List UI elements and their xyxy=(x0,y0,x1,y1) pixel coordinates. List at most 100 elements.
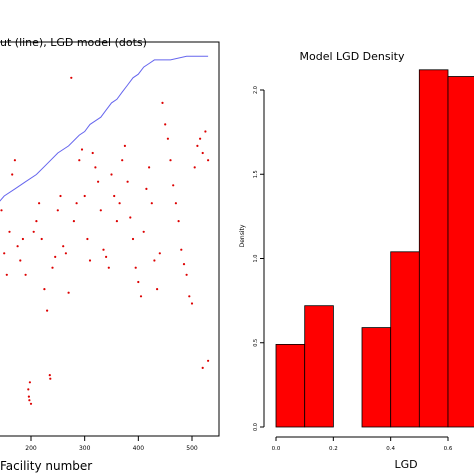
left-data-point xyxy=(180,248,183,251)
right-y-axis: 0.0 0.5 1.0 1.5 2.0 xyxy=(253,86,265,431)
left-data-point xyxy=(166,137,169,140)
left-data-point xyxy=(49,377,52,380)
left-x-tick-label: 300 xyxy=(79,445,91,452)
left-data-point xyxy=(94,166,97,169)
left-data-point xyxy=(145,187,148,190)
left-data-point xyxy=(182,263,186,266)
left-x-label: Facility number xyxy=(0,459,92,473)
left-data-point xyxy=(75,202,78,205)
right-y-tick-label: 1.5 xyxy=(253,170,259,178)
left-data-point xyxy=(0,209,3,212)
left-data-point xyxy=(148,166,151,169)
left-data-point xyxy=(142,230,145,233)
right-y-tick-label: 1.0 xyxy=(253,255,259,263)
left-data-point xyxy=(137,280,140,284)
left-data-point xyxy=(3,252,6,255)
left-data-point xyxy=(24,273,27,276)
left-data-point xyxy=(153,259,156,262)
left-data-point xyxy=(164,123,167,126)
left-data-point xyxy=(16,245,19,248)
left-data-point xyxy=(150,202,153,205)
left-data-point xyxy=(72,220,75,223)
left-data-point xyxy=(99,209,102,212)
left-x-tick-label: 500 xyxy=(186,445,198,452)
left-data-point xyxy=(21,237,24,241)
left-data-point xyxy=(13,159,16,162)
right-x-tick-label: 0.4 xyxy=(386,446,395,452)
left-data-point xyxy=(32,230,35,233)
left-data-point xyxy=(35,220,38,223)
left-data-point xyxy=(29,402,33,405)
left-data-point xyxy=(56,209,59,212)
left-data-point xyxy=(88,259,92,262)
left-data-point xyxy=(97,180,100,183)
left-data-point xyxy=(158,252,161,255)
histogram-bar xyxy=(275,343,306,428)
right-panel: Model LGD Density 0.0 0.5 1.0 1.5 2.0 Densit… xyxy=(239,50,474,471)
left-data-point xyxy=(199,137,202,140)
left-data-point xyxy=(91,151,94,155)
left-data-marks xyxy=(0,55,210,405)
right-y-tick-label: 2.0 xyxy=(253,86,259,94)
left-data-point xyxy=(38,202,41,205)
left-series-line xyxy=(0,55,209,202)
left-data-point xyxy=(172,184,175,187)
left-data-point xyxy=(67,291,70,294)
left-data-point xyxy=(5,273,8,276)
left-data-point xyxy=(177,220,180,223)
left-data-point xyxy=(207,159,210,162)
right-x-tick-label: 0.6 xyxy=(444,446,453,452)
left-data-point xyxy=(188,295,191,298)
left-data-point xyxy=(19,259,22,262)
left-data-point xyxy=(78,159,81,162)
left-data-point xyxy=(8,230,11,233)
left-data-point xyxy=(70,76,73,79)
histogram-bar xyxy=(447,76,474,428)
left-data-point xyxy=(156,288,159,291)
left-data-point xyxy=(48,374,51,377)
left-data-point xyxy=(27,395,30,398)
left-data-point xyxy=(121,159,124,162)
left-data-point xyxy=(46,309,49,312)
right-x-tick-label: 0.0 xyxy=(272,446,281,452)
left-data-point xyxy=(196,144,199,147)
left-x-tick-label: 200 xyxy=(25,445,37,452)
left-data-point xyxy=(174,202,177,205)
histogram-bar xyxy=(361,327,392,428)
left-data-point xyxy=(118,202,121,205)
right-x-label: LGD xyxy=(394,458,417,471)
left-data-point xyxy=(110,173,113,176)
right-x-tick-label: 0.2 xyxy=(329,446,338,452)
left-title: ut (line), LGD model (dots) xyxy=(0,36,147,49)
left-x-tick-label: 400 xyxy=(133,445,145,452)
left-data-point xyxy=(51,266,54,269)
left-data-point xyxy=(193,166,196,169)
left-data-point xyxy=(83,194,86,198)
left-data-point xyxy=(43,288,46,291)
left-data-point xyxy=(64,252,67,255)
left-data-point xyxy=(129,216,132,219)
left-data-point xyxy=(80,148,84,151)
right-y-label: Density xyxy=(239,224,246,247)
right-title: Model LGD Density xyxy=(300,50,405,63)
right-y-tick-label: 0.0 xyxy=(253,423,259,431)
left-data-point xyxy=(123,144,126,147)
left-data-point xyxy=(207,359,210,362)
left-data-point xyxy=(190,302,194,305)
left-plot-frame xyxy=(0,41,220,437)
histogram-bar xyxy=(390,251,420,428)
left-data-point xyxy=(134,266,137,269)
left-data-point xyxy=(54,255,57,258)
left-data-point xyxy=(131,237,135,241)
right-histogram-bars xyxy=(275,69,474,428)
left-data-point xyxy=(113,194,116,198)
left-data-point xyxy=(40,237,43,241)
histogram-bar xyxy=(418,69,449,428)
left-data-point xyxy=(102,248,105,251)
left-data-point xyxy=(126,180,129,183)
left-data-point xyxy=(107,266,110,269)
left-data-point xyxy=(28,381,31,384)
left-panel: ut (line), LGD model (dots) 200 300 400 500… xyxy=(0,36,220,473)
left-data-point xyxy=(161,101,164,104)
